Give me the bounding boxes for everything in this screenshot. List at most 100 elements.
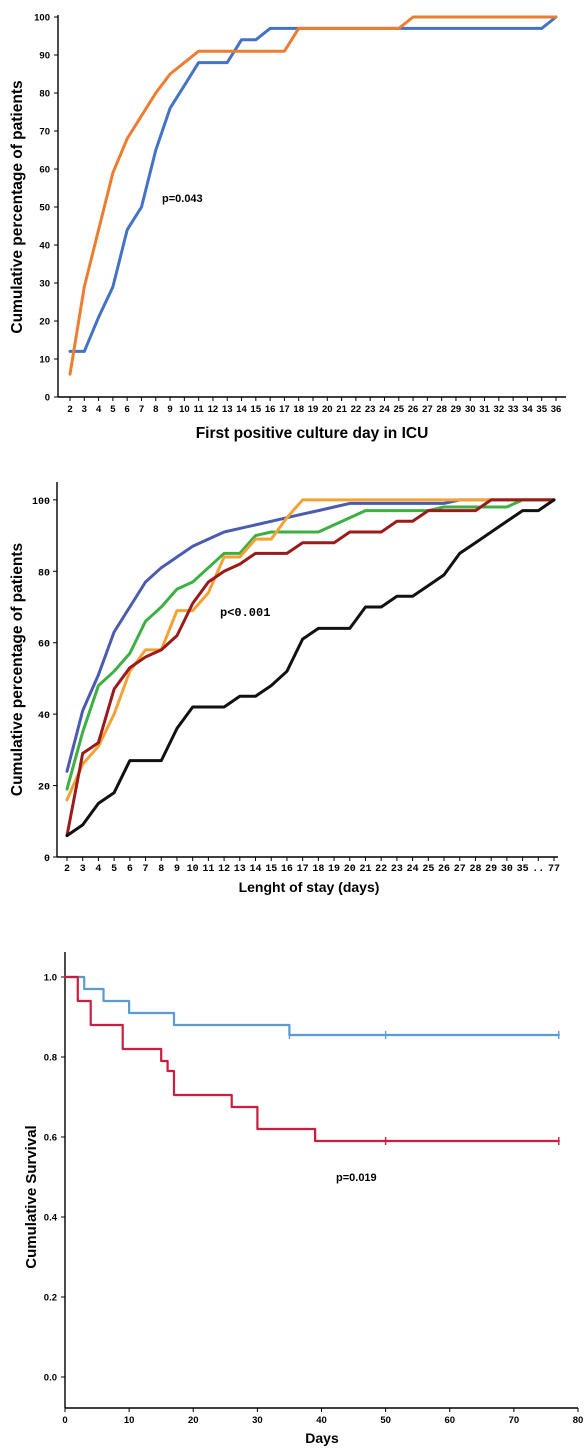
x-tick-label: 3	[82, 404, 87, 415]
x-tick-label: 29	[451, 404, 462, 415]
x-tick-label: 31	[479, 404, 490, 415]
series-line-4	[65, 498, 556, 838]
x-tick-label: 29	[485, 864, 497, 875]
x-tick-label: 0	[62, 1415, 67, 1426]
y-tick-label: 20	[39, 317, 50, 328]
x-tick-label: 50	[380, 1415, 391, 1426]
x-tick-label: 9	[174, 864, 180, 875]
x-tick-label: 11	[202, 864, 214, 875]
p-value-annotation: p<0.001	[220, 606, 270, 620]
x-tick-label: 36	[551, 404, 562, 415]
y-axis-title: Cumulative percentage of patients	[9, 543, 26, 796]
x-tick-label: ..	[532, 864, 544, 875]
x-tick-label: 12	[208, 404, 219, 415]
x-axis-title: First positive culture day in ICU	[196, 425, 429, 442]
x-tick-label: 60	[444, 1415, 455, 1426]
x-tick-label: 24	[407, 864, 419, 875]
x-tick-label: 80	[573, 1415, 584, 1426]
x-tick-label: 34	[522, 404, 533, 415]
y-tick-label: 60	[38, 640, 50, 651]
y-tick-label: 60	[39, 165, 50, 176]
y-tick-label: 90	[39, 51, 50, 62]
p-value-annotation: p=0.019	[336, 1172, 377, 1184]
series-line-2	[68, 15, 558, 376]
y-tick-label: 50	[39, 203, 50, 214]
x-tick-label: 22	[351, 404, 362, 415]
x-tick-label: 12	[218, 864, 230, 875]
x-tick-label: 15	[251, 404, 262, 415]
y-tick-label: 30	[39, 279, 50, 290]
x-tick-label: 27	[454, 864, 466, 875]
x-tick-label: 21	[359, 864, 371, 875]
x-tick-label: 2	[67, 404, 72, 415]
y-tick-label: 0.0	[44, 1373, 57, 1384]
y-tick-label: 0.6	[44, 1133, 57, 1144]
x-tick-label: 7	[139, 404, 144, 415]
y-tick-label: 40	[39, 241, 50, 252]
series-line-3	[65, 498, 556, 802]
series-line-1	[68, 15, 558, 353]
survival-curve-1	[63, 975, 560, 1037]
y-axis-title: Cumulative Survival	[23, 1125, 40, 1268]
y-tick-label: 80	[39, 89, 50, 100]
x-tick-label: 10	[179, 404, 190, 415]
series-line-5	[65, 498, 556, 838]
x-tick-label: 27	[422, 404, 433, 415]
x-tick-label: 35	[536, 404, 547, 415]
y-tick-label: 0	[44, 854, 50, 865]
x-tick-label: 7	[143, 864, 149, 875]
x-tick-label: 16	[265, 404, 276, 415]
series-line-2	[65, 498, 556, 791]
x-tick-label: 20	[322, 404, 333, 415]
x-tick-label: 30	[252, 1415, 263, 1426]
x-tick-label: 25	[422, 864, 434, 875]
x-tick-label: 19	[308, 404, 319, 415]
p-value-annotation: p=0.043	[162, 193, 203, 205]
x-tick-label: 30	[465, 404, 476, 415]
x-tick-label: 32	[494, 404, 505, 415]
x-tick-label: 8	[158, 864, 164, 875]
y-tick-label: 100	[34, 13, 50, 24]
x-tick-label: 22	[375, 864, 387, 875]
x-tick-label: 14	[250, 864, 262, 875]
x-tick-label: 18	[293, 404, 304, 415]
x-tick-label: 19	[328, 864, 340, 875]
x-tick-label: 25	[393, 404, 404, 415]
x-tick-label: 6	[125, 404, 130, 415]
x-tick-label: 23	[365, 404, 376, 415]
chart-cumulative-survival: 0.0 0.2 0.4 0.6 0.8 1.0 0 10 20 30 40 50 60 70 80 p=0.0…	[0, 940, 586, 1452]
x-tick-label: 15	[265, 864, 277, 875]
x-axis-title: Lenght of stay (days)	[239, 879, 380, 895]
x-tick-label: 23	[391, 864, 403, 875]
y-axis-title: Cumulative percentage of patients	[9, 80, 26, 333]
x-tick-label: 13	[234, 864, 246, 875]
x-tick-label: 18	[312, 864, 324, 875]
y-tick-label: 0.8	[44, 1053, 57, 1064]
x-tick-label: 28	[469, 864, 481, 875]
x-tick-label: 8	[153, 404, 158, 415]
x-tick-label: 3	[80, 864, 86, 875]
y-tick-label: 20	[38, 783, 50, 794]
x-tick-label: 14	[236, 404, 247, 415]
x-tick-label: 9	[167, 404, 172, 415]
chart-length-of-stay: 0 20 40 60 80 100 2 3 4 5 6 7 8 9 10 11 12 13 14 15 16 17 18 19…	[0, 470, 586, 940]
x-tick-label: 26	[438, 864, 450, 875]
x-tick-label: 17	[297, 864, 309, 875]
survival-curve-2	[63, 975, 560, 1143]
x-tick-label: 10	[124, 1415, 135, 1426]
x-tick-label: 30	[501, 864, 513, 875]
x-tick-label: 16	[281, 864, 293, 875]
x-tick-label: 24	[379, 404, 390, 415]
x-tick-label: 6	[127, 864, 133, 875]
y-tick-label: 0.2	[44, 1293, 57, 1304]
y-tick-label: 40	[38, 711, 50, 722]
x-tick-label: 20	[344, 864, 356, 875]
x-tick-label: 28	[436, 404, 447, 415]
x-tick-label: 2	[64, 864, 70, 875]
x-tick-label: 17	[279, 404, 290, 415]
x-tick-label: 10	[187, 864, 199, 875]
x-tick-label: 35	[517, 864, 529, 875]
y-tick-label: 0	[45, 393, 50, 404]
